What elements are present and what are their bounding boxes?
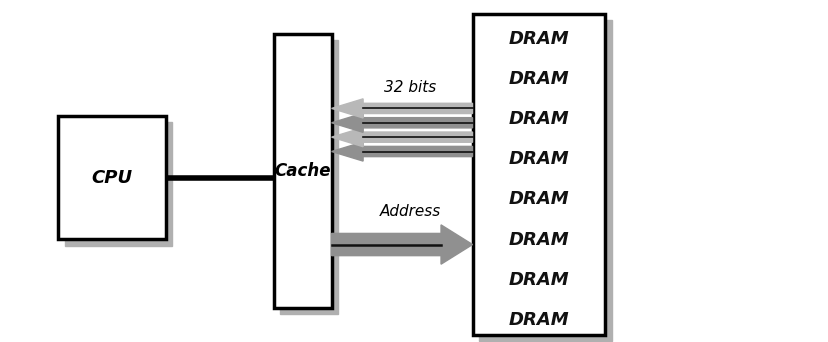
Text: DRAM: DRAM xyxy=(508,70,569,88)
Text: DRAM: DRAM xyxy=(508,150,569,168)
Polygon shape xyxy=(331,99,472,118)
Bar xyxy=(58,116,166,239)
Text: DRAM: DRAM xyxy=(508,190,569,208)
Text: CPU: CPU xyxy=(91,169,132,187)
Text: DRAM: DRAM xyxy=(508,30,569,48)
Text: DRAM: DRAM xyxy=(508,110,569,128)
Polygon shape xyxy=(331,142,472,161)
Bar xyxy=(280,40,338,314)
Polygon shape xyxy=(331,128,472,147)
Bar xyxy=(273,34,331,308)
Polygon shape xyxy=(331,113,472,132)
Text: DRAM: DRAM xyxy=(508,231,569,249)
Text: 32 bits: 32 bits xyxy=(383,80,436,95)
Polygon shape xyxy=(331,225,472,264)
Bar xyxy=(472,14,604,335)
Text: Cache: Cache xyxy=(274,162,330,180)
Bar xyxy=(65,122,172,246)
Text: DRAM: DRAM xyxy=(508,311,569,329)
Text: Address: Address xyxy=(379,204,440,219)
Text: DRAM: DRAM xyxy=(508,271,569,289)
Bar xyxy=(479,20,611,341)
